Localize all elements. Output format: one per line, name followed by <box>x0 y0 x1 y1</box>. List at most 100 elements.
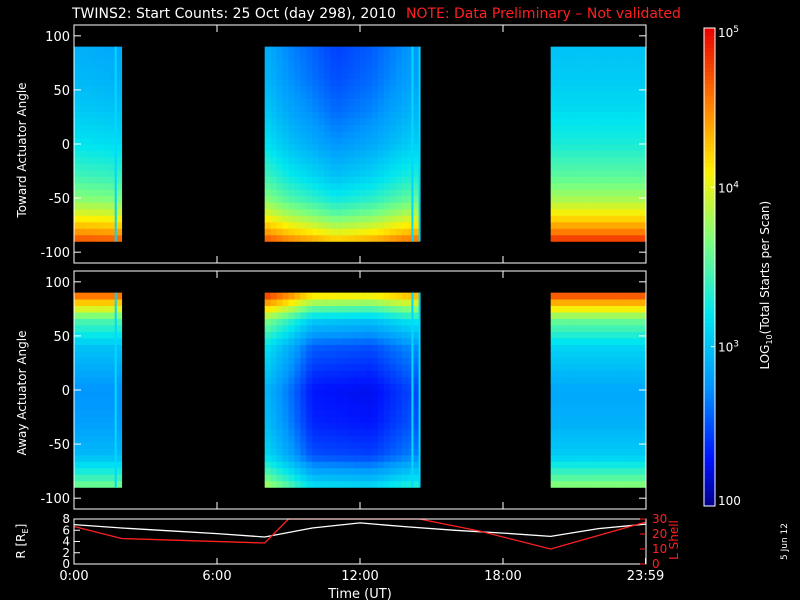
heatmap-cell <box>640 448 647 456</box>
heatmap-cell <box>592 46 599 54</box>
colorbar-segment <box>704 235 715 240</box>
heatmap-cell <box>383 396 391 404</box>
colorbar-segment <box>704 390 715 396</box>
heatmap-cell <box>282 124 289 132</box>
heatmap-cell <box>97 137 105 145</box>
heatmap-cell <box>395 441 403 449</box>
colorbar-segment <box>704 394 715 400</box>
heatmap-cell <box>616 305 623 313</box>
heatmap-cell <box>634 131 641 138</box>
heatmap-cell <box>640 480 647 488</box>
heatmap-cell <box>91 292 99 300</box>
heatmap-cell <box>354 351 361 358</box>
y-tick-label: 0 <box>62 384 70 399</box>
heatmap-cell <box>574 53 581 61</box>
heatmap-cell <box>634 461 641 469</box>
heatmap-cell <box>109 111 117 119</box>
heatmap-cell <box>97 228 105 236</box>
heatmap-cell <box>371 195 379 203</box>
heatmap-cell <box>562 331 569 339</box>
heatmap-cell <box>586 156 593 164</box>
colorbar-segment <box>704 91 715 97</box>
heatmap-cell <box>282 85 289 93</box>
heatmap-cell <box>276 118 283 125</box>
heatmap-cell <box>550 131 558 138</box>
colorbar-segment <box>704 486 715 491</box>
heatmap-cell <box>276 98 283 106</box>
heatmap-cell <box>264 202 272 210</box>
heatmap-cell <box>103 435 111 443</box>
heatmap-cell <box>592 480 599 488</box>
heatmap-cell <box>604 402 611 410</box>
heatmap-cell <box>377 202 385 210</box>
heatmap-cell <box>389 98 397 106</box>
heatmap-cell <box>312 344 319 352</box>
heatmap-cell <box>634 448 641 456</box>
heatmap-cell <box>97 53 105 61</box>
heatmap-cell <box>377 331 385 339</box>
heatmap-cell <box>634 111 641 119</box>
heatmap-cell <box>85 118 93 125</box>
colorbar-label-log: LOG <box>757 344 772 370</box>
heatmap-cell <box>91 338 99 345</box>
heatmap-cell <box>401 105 409 112</box>
heatmap-cell <box>294 480 301 488</box>
heatmap-cell <box>401 364 409 371</box>
heatmap-cell <box>401 66 409 73</box>
heatmap-cell <box>270 111 277 119</box>
heatmap-cell <box>348 364 355 371</box>
heatmap-cell <box>556 318 563 326</box>
heatmap-cell <box>336 189 343 197</box>
heatmap-cell <box>306 150 313 158</box>
heatmap-cell <box>318 370 325 378</box>
heatmap-cell <box>640 46 647 54</box>
heatmap-cell <box>115 156 123 164</box>
heatmap-cell <box>109 415 117 423</box>
heatmap-cell <box>580 415 587 423</box>
heatmap-cell <box>282 331 289 339</box>
heatmap-cell <box>354 66 361 73</box>
heatmap-cell <box>604 118 611 125</box>
heatmap-cell <box>598 202 605 210</box>
heatmap-cell <box>401 344 409 352</box>
heatmap-cell <box>306 474 313 482</box>
heatmap-cell <box>336 292 343 300</box>
heatmap-cell <box>610 370 617 378</box>
heatmap-cell <box>383 409 391 417</box>
heatmap-cell <box>85 111 93 119</box>
heatmap-cell <box>640 409 647 417</box>
heatmap-cell <box>562 189 569 197</box>
heatmap-cell <box>568 53 575 61</box>
heatmap-cell <box>640 338 647 345</box>
heatmap-cell <box>324 377 331 384</box>
heatmap-cell <box>318 415 325 423</box>
heatmap-cell <box>336 144 343 151</box>
heatmap-cell <box>348 111 355 119</box>
heatmap-cell <box>79 189 87 197</box>
heatmap-cell <box>550 169 558 177</box>
heatmap-cell <box>610 85 617 93</box>
heatmap-cell <box>365 474 373 482</box>
heatmap-cell <box>91 163 99 171</box>
heatmap-cell <box>330 66 337 73</box>
heatmap-cell <box>97 312 105 319</box>
heatmap-cell <box>91 402 99 410</box>
heatmap-cell <box>371 98 379 106</box>
heatmap-cell <box>79 53 87 61</box>
heatmap-cell <box>270 221 277 229</box>
heatmap-cell <box>550 79 558 86</box>
heatmap-cell <box>270 150 277 158</box>
heatmap-cell <box>586 357 593 365</box>
heatmap-cell <box>360 195 367 203</box>
heatmap-cell <box>109 402 117 410</box>
heatmap-cell <box>91 370 99 378</box>
heatmap-cell <box>395 189 403 197</box>
heatmap-cell <box>562 435 569 443</box>
heatmap-cell <box>628 422 635 430</box>
heatmap-cell <box>574 98 581 106</box>
heatmap-cell <box>604 357 611 365</box>
heatmap-cell <box>288 189 295 197</box>
heatmap-cell <box>312 318 319 326</box>
heatmap-cell <box>622 454 629 462</box>
